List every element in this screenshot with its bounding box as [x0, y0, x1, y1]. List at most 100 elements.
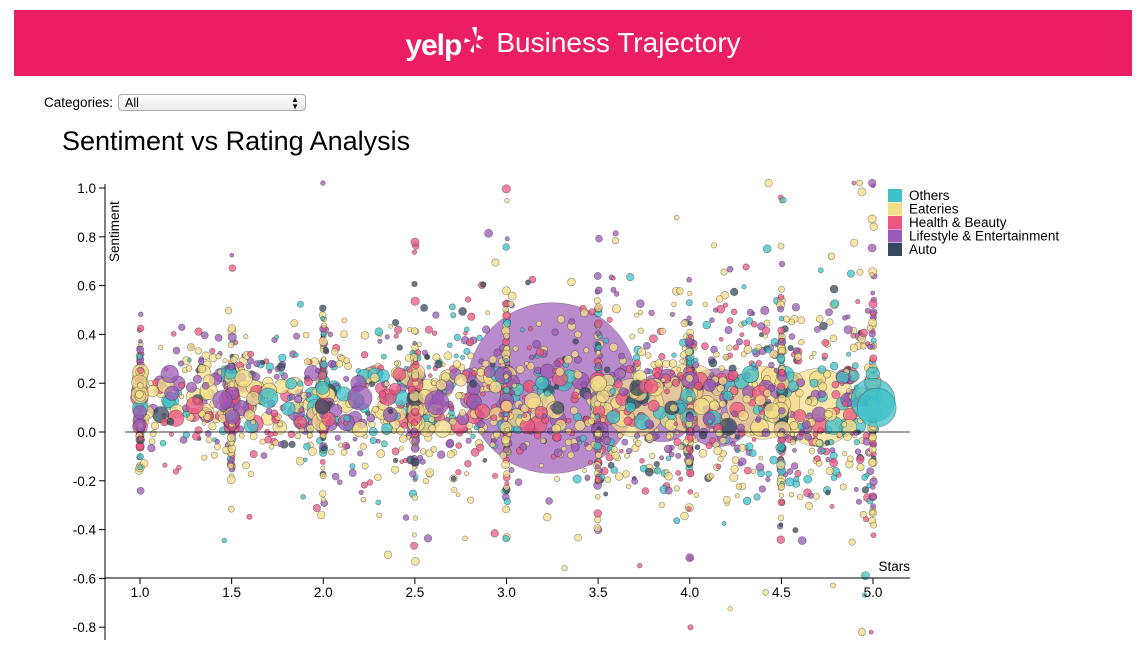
data-point	[448, 405, 455, 412]
data-point	[668, 359, 678, 368]
data-point	[476, 334, 483, 342]
data-point	[136, 353, 143, 360]
data-point	[448, 303, 456, 311]
data-point	[247, 350, 255, 358]
data-point	[467, 352, 475, 360]
x-tick-label: 2.0	[314, 585, 333, 600]
data-point	[327, 331, 334, 338]
data-point	[443, 351, 453, 361]
data-point	[551, 328, 559, 336]
data-point	[228, 457, 235, 464]
data-point	[685, 445, 693, 452]
data-point	[763, 319, 771, 327]
data-point	[618, 387, 629, 397]
data-point	[249, 450, 258, 459]
data-point	[374, 473, 382, 481]
data-point	[857, 628, 866, 637]
data-point	[476, 443, 485, 452]
data-point	[532, 339, 541, 349]
data-point	[281, 401, 296, 416]
select-arrows-icon: ▲ ▼	[291, 94, 300, 111]
data-point	[420, 303, 428, 312]
data-point	[625, 401, 636, 413]
data-point	[315, 380, 330, 395]
data-point	[787, 345, 794, 352]
data-point	[612, 237, 620, 245]
category-select[interactable]: All ▲ ▼	[118, 94, 307, 111]
data-point	[387, 408, 394, 415]
data-point	[200, 331, 209, 340]
data-point	[565, 417, 572, 424]
data-point	[511, 383, 518, 389]
data-point	[411, 249, 418, 255]
data-point	[446, 450, 455, 459]
data-point	[849, 343, 859, 352]
data-point	[504, 480, 510, 486]
data-point	[336, 479, 343, 486]
data-point	[645, 352, 652, 359]
data-point	[758, 485, 766, 493]
data-point	[869, 493, 877, 501]
data-point	[671, 378, 680, 387]
data-point	[503, 498, 511, 506]
data-point	[319, 458, 326, 465]
data-point	[571, 391, 579, 399]
data-point	[249, 432, 258, 441]
legend-label: Eateries	[909, 202, 959, 217]
data-point	[277, 421, 284, 428]
data-point	[764, 346, 772, 354]
data-point	[503, 386, 511, 394]
data-point	[250, 419, 256, 426]
data-point	[467, 496, 475, 504]
data-point	[643, 341, 651, 350]
data-point	[817, 365, 827, 374]
data-point	[731, 456, 740, 464]
data-point	[847, 269, 855, 278]
data-point	[411, 280, 418, 288]
data-point	[549, 404, 555, 410]
data-point	[551, 423, 562, 434]
data-point	[763, 333, 768, 339]
data-point	[321, 412, 336, 427]
data-point	[194, 327, 203, 336]
data-point	[366, 413, 376, 423]
data-point	[603, 491, 609, 497]
chart-title: Sentiment vs Rating Analysis	[62, 126, 411, 156]
header-title: Business Trajectory	[496, 27, 741, 58]
data-point	[302, 331, 310, 339]
data-point	[411, 327, 419, 335]
data-point	[637, 347, 646, 357]
data-point	[720, 268, 728, 276]
data-point	[649, 452, 656, 460]
data-point	[388, 323, 394, 329]
yelp-logo[interactable]: yelp	[405, 25, 486, 61]
data-point	[648, 309, 655, 317]
y-tick-label: -0.2	[73, 474, 96, 489]
data-point	[230, 356, 238, 364]
data-point	[729, 386, 739, 396]
data-point	[545, 497, 553, 505]
data-point	[813, 455, 821, 462]
data-point	[660, 377, 666, 383]
data-point	[149, 430, 157, 438]
data-point	[477, 420, 485, 429]
data-point	[594, 493, 601, 500]
data-point	[621, 438, 629, 446]
data-point	[269, 444, 275, 450]
data-point	[178, 381, 186, 389]
data-point	[779, 196, 787, 204]
data-point	[470, 433, 476, 439]
data-point	[738, 443, 747, 452]
data-point	[855, 299, 861, 305]
data-point	[376, 512, 383, 519]
x-axis-label: Stars	[878, 559, 910, 574]
data-point	[287, 430, 296, 439]
data-point	[854, 448, 862, 455]
data-point	[383, 550, 393, 559]
data-point	[692, 397, 710, 415]
data-point	[730, 287, 739, 297]
data-point	[480, 281, 487, 288]
data-point	[187, 343, 196, 352]
data-point	[818, 382, 828, 392]
data-point	[306, 432, 313, 439]
